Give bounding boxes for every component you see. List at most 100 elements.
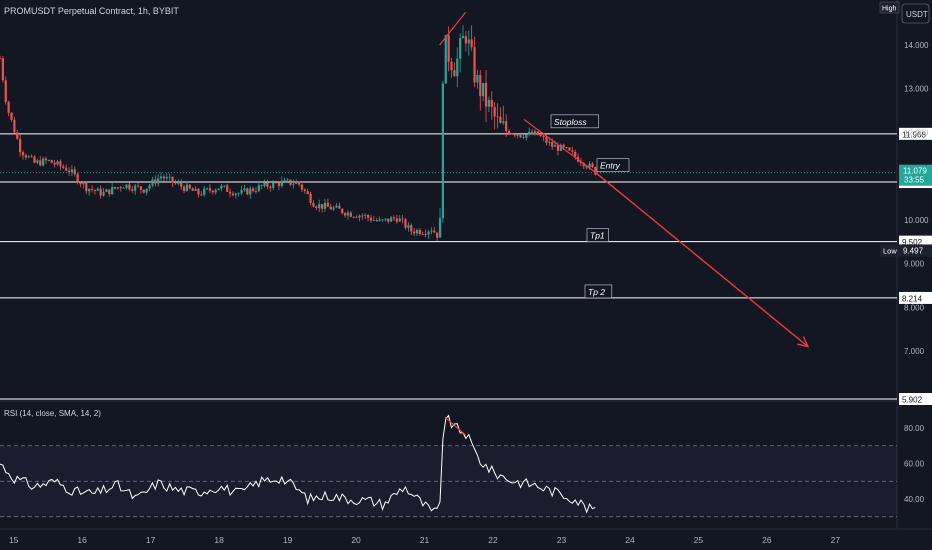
- candle-body[interactable]: [165, 176, 168, 179]
- candle-body[interactable]: [392, 217, 396, 219]
- candle-body[interactable]: [530, 131, 534, 135]
- candle-body[interactable]: [42, 158, 45, 166]
- candle-body[interactable]: [398, 218, 401, 222]
- candle-body[interactable]: [36, 160, 39, 163]
- candle-body[interactable]: [479, 74, 482, 97]
- candle-body[interactable]: [188, 184, 191, 189]
- candle-body[interactable]: [67, 170, 71, 172]
- candle-body[interactable]: [505, 121, 508, 131]
- candle-body[interactable]: [542, 136, 545, 138]
- candle-body[interactable]: [553, 145, 557, 147]
- candle-body[interactable]: [79, 182, 82, 185]
- candle-body[interactable]: [131, 189, 134, 191]
- candle-body[interactable]: [237, 193, 240, 195]
- candle-body[interactable]: [510, 133, 514, 135]
- candle-body[interactable]: [427, 231, 430, 235]
- candle-body[interactable]: [122, 187, 125, 189]
- candle-body[interactable]: [277, 182, 281, 186]
- candle-body[interactable]: [246, 188, 249, 195]
- candle-body[interactable]: [513, 133, 516, 136]
- level-note-entry[interactable]: Entry: [596, 158, 630, 172]
- candle-body[interactable]: [102, 192, 105, 196]
- candle-body[interactable]: [119, 187, 122, 189]
- candle-body[interactable]: [214, 190, 217, 193]
- candle-body[interactable]: [251, 188, 255, 192]
- candle-body[interactable]: [387, 218, 390, 222]
- candle-body[interactable]: [154, 179, 157, 184]
- rsi-divergence-line[interactable]: [444, 416, 466, 436]
- candle-body[interactable]: [367, 215, 370, 218]
- candle-body[interactable]: [33, 156, 36, 163]
- candle-body[interactable]: [390, 217, 393, 222]
- candle-body[interactable]: [303, 189, 306, 192]
- candle-body[interactable]: [559, 144, 562, 151]
- candle-body[interactable]: [482, 83, 485, 97]
- candle-body[interactable]: [76, 174, 79, 183]
- candle-body[interactable]: [444, 35, 447, 84]
- candle-body[interactable]: [39, 160, 42, 166]
- candle-body[interactable]: [50, 160, 53, 163]
- candle-body[interactable]: [70, 169, 73, 172]
- candle-body[interactable]: [528, 131, 531, 135]
- candle-body[interactable]: [315, 206, 318, 209]
- candle-body[interactable]: [551, 142, 554, 147]
- candle-body[interactable]: [208, 188, 212, 191]
- candle-body[interactable]: [234, 193, 237, 196]
- candle-body[interactable]: [332, 207, 335, 210]
- candle-body[interactable]: [116, 187, 120, 189]
- candle-body[interactable]: [329, 206, 332, 210]
- candle-body[interactable]: [283, 179, 286, 181]
- candle-body[interactable]: [464, 36, 467, 44]
- currency-label[interactable]: USDT: [906, 10, 928, 19]
- candle-body[interactable]: [453, 70, 456, 77]
- time-axis[interactable]: 15 16 17 18 19 20 21 22 23 24 25 26 27: [9, 535, 840, 545]
- candle-body[interactable]: [548, 142, 551, 143]
- candle-body[interactable]: [96, 188, 99, 191]
- candle-body[interactable]: [326, 202, 329, 207]
- candle-body[interactable]: [240, 189, 243, 194]
- candle-body[interactable]: [476, 74, 479, 83]
- candle-body[interactable]: [364, 215, 367, 216]
- level-note-stoploss[interactable]: Stoploss: [550, 114, 599, 129]
- candle-body[interactable]: [280, 180, 283, 186]
- trend-line[interactable]: [439, 11, 467, 46]
- candle-body[interactable]: [289, 179, 292, 185]
- candles[interactable]: [0, 25, 597, 242]
- candle-body[interactable]: [430, 230, 433, 232]
- candle-body[interactable]: [496, 116, 499, 118]
- price-axis[interactable]: 11.96810.8659.5028.2145.90214.00013.0001…: [880, 41, 932, 504]
- candle-body[interactable]: [180, 183, 183, 187]
- candle-body[interactable]: [249, 188, 252, 195]
- candle-body[interactable]: [493, 106, 496, 117]
- candle-body[interactable]: [358, 215, 361, 218]
- candle-body[interactable]: [266, 182, 269, 187]
- candle-body[interactable]: [47, 160, 50, 161]
- level-note-tp1[interactable]: Tp1: [586, 228, 609, 242]
- candle-body[interactable]: [574, 151, 577, 157]
- candle-body[interactable]: [257, 185, 260, 192]
- candle-body[interactable]: [344, 213, 347, 216]
- candle-body[interactable]: [24, 155, 27, 158]
- candle-body[interactable]: [88, 188, 91, 192]
- candle-body[interactable]: [502, 121, 505, 124]
- candle-body[interactable]: [157, 178, 160, 184]
- candle-body[interactable]: [217, 188, 220, 191]
- candle-body[interactable]: [381, 219, 384, 221]
- candle-body[interactable]: [562, 144, 565, 148]
- candle-body[interactable]: [171, 176, 174, 183]
- candle-body[interactable]: [594, 167, 597, 175]
- candle-body[interactable]: [335, 205, 338, 208]
- candle-body[interactable]: [424, 234, 427, 235]
- candle-body[interactable]: [395, 218, 398, 222]
- candle-body[interactable]: [318, 204, 321, 209]
- candle-body[interactable]: [292, 183, 295, 185]
- candle-body[interactable]: [539, 134, 542, 137]
- candle-body[interactable]: [82, 182, 85, 185]
- candle-body[interactable]: [254, 191, 258, 192]
- candle-body[interactable]: [13, 119, 16, 133]
- candle-body[interactable]: [269, 186, 272, 188]
- candle-body[interactable]: [159, 176, 163, 179]
- candle-body[interactable]: [533, 131, 537, 135]
- candle-body[interactable]: [450, 61, 453, 71]
